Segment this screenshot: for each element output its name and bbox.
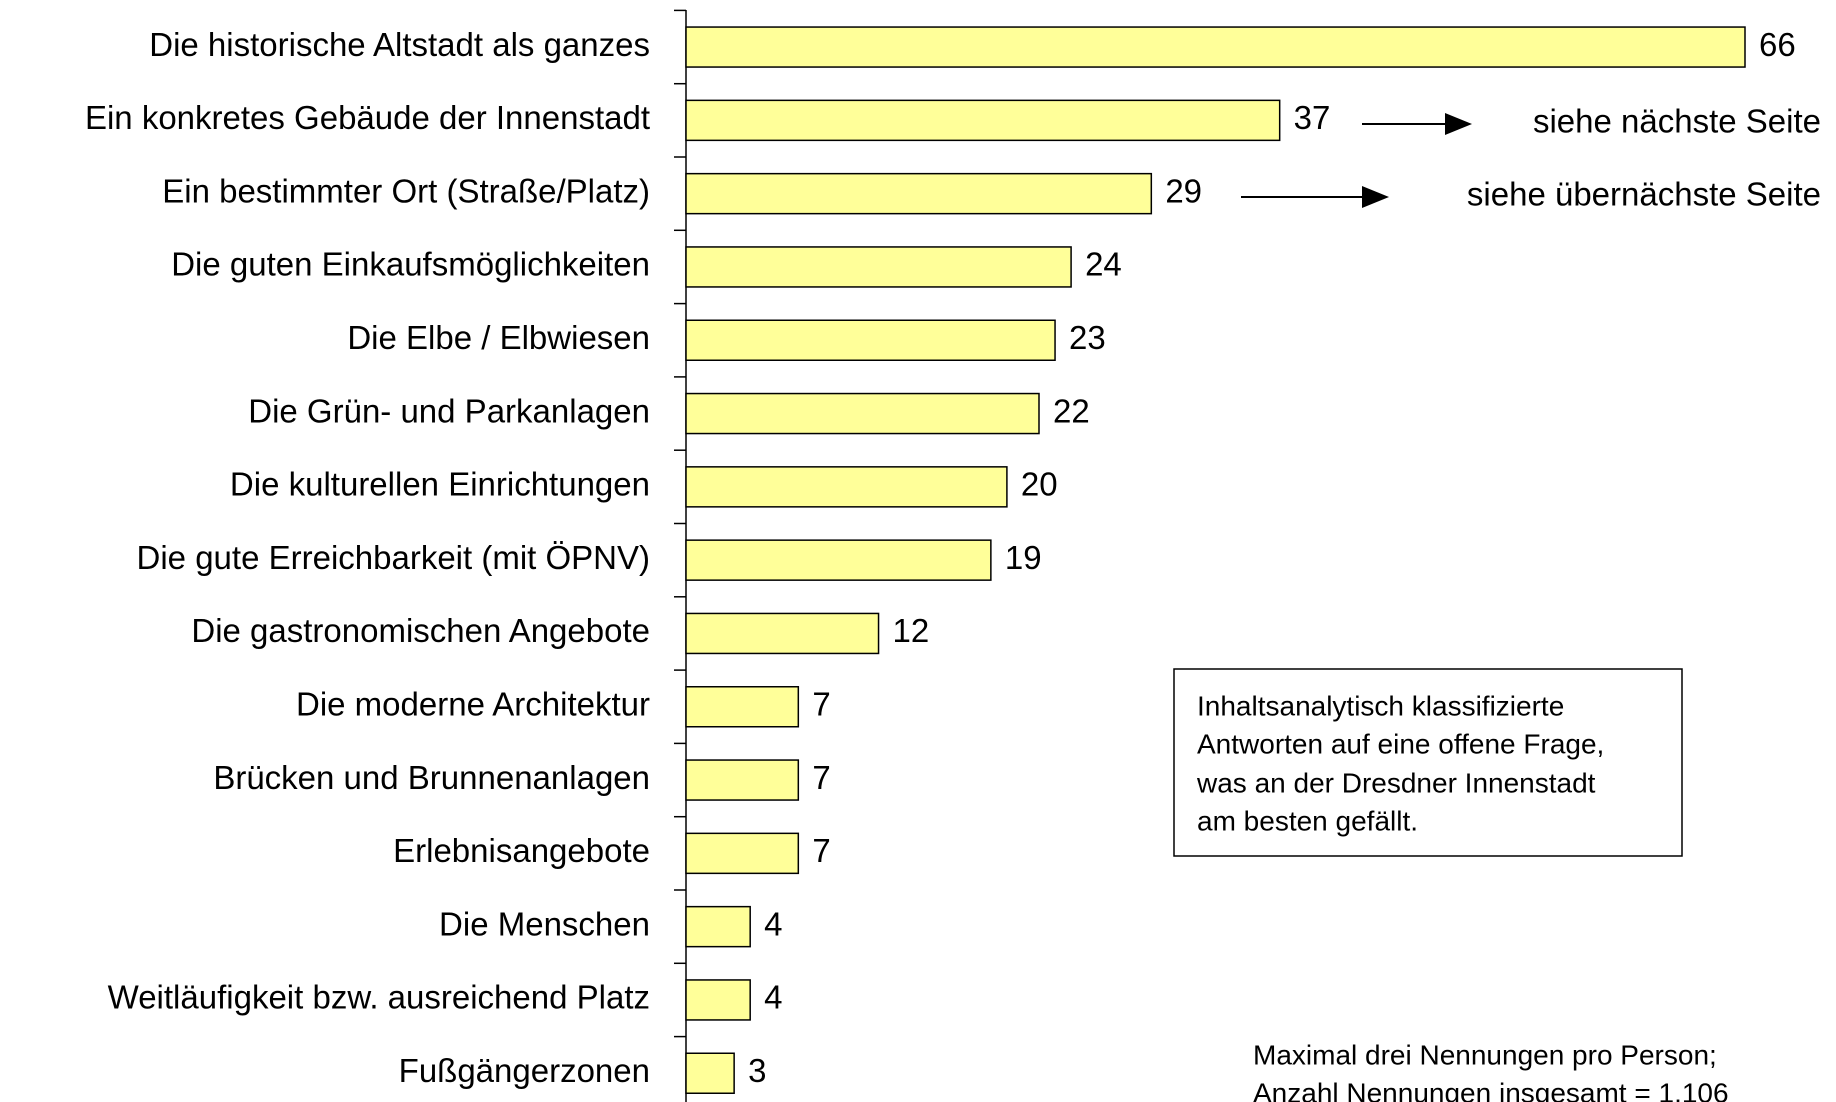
value-label: 24 (1085, 246, 1122, 283)
arrow-head (1362, 186, 1389, 208)
value-label: 7 (812, 832, 830, 869)
value-label: 7 (812, 759, 830, 796)
category-label: Die moderne Architektur (296, 685, 650, 722)
value-label: 20 (1021, 466, 1058, 503)
category-label: Die gute Erreichbarkeit (mit ÖPNV) (137, 539, 650, 576)
bar (685, 99, 1281, 142)
value-label: 23 (1069, 319, 1106, 356)
bar (685, 686, 800, 728)
category-label: Die gastronomischen Angebote (191, 612, 650, 649)
value-label: 37 (1294, 99, 1331, 136)
category-label: Die guten Einkaufsmöglichkeiten (171, 246, 650, 283)
note-line: Antworten auf eine offene Frage, (1197, 728, 1604, 759)
bar (685, 979, 751, 1021)
value-label: 29 (1165, 172, 1202, 209)
bar (685, 466, 1008, 508)
annotation: siehe übernächste Seite (1467, 176, 1821, 213)
bar (685, 392, 1040, 435)
bar (685, 832, 800, 875)
category-label: Die Menschen (439, 905, 650, 942)
bar (685, 246, 1072, 288)
bar (685, 905, 751, 948)
bar (685, 539, 992, 581)
value-label: 7 (812, 685, 830, 722)
bar (685, 612, 880, 655)
value-label: 4 (764, 979, 782, 1016)
category-label: Die historische Altstadt als ganzes (149, 26, 650, 63)
category-label: Ein bestimmter Ort (Straße/Platz) (162, 172, 650, 209)
value-label: 22 (1053, 392, 1090, 429)
category-label: Fußgängerzonen (399, 1052, 650, 1089)
value-label: 66 (1759, 26, 1796, 63)
arrow-head (1445, 113, 1472, 135)
bar (685, 319, 1056, 361)
category-label: Die Elbe / Elbwiesen (347, 319, 650, 356)
value-label: 12 (893, 612, 930, 649)
value-label: 3 (748, 1052, 766, 1089)
category-label: Die kulturellen Einrichtungen (230, 466, 650, 503)
note-box (1173, 668, 1683, 857)
category-label: Ein konkretes Gebäude der Innenstadt (85, 99, 650, 136)
bar (685, 172, 1153, 215)
bar (685, 759, 800, 801)
value-label: 19 (1005, 539, 1042, 576)
note-line: was an der Dresdner Innenstadt (1196, 767, 1596, 798)
category-label: Brücken und Brunnenanlagen (213, 759, 650, 796)
annotation: siehe nächste Seite (1533, 103, 1821, 140)
footnote: Anzahl Nennungen insgesamt = 1.106 (1253, 1077, 1729, 1102)
footnote: Maximal drei Nennungen pro Person; (1253, 1039, 1717, 1070)
category-label: Erlebnisangebote (393, 832, 650, 869)
bar (685, 26, 1746, 68)
category-label: Die Grün- und Parkanlagen (248, 392, 650, 429)
category-label: Weitläufigkeit bzw. ausreichend Platz (108, 979, 650, 1016)
bar (685, 1052, 735, 1094)
value-label: 4 (764, 905, 782, 942)
note-line: am besten gefällt. (1197, 805, 1418, 836)
note-line: Inhaltsanalytisch klassifizierte (1197, 690, 1564, 721)
